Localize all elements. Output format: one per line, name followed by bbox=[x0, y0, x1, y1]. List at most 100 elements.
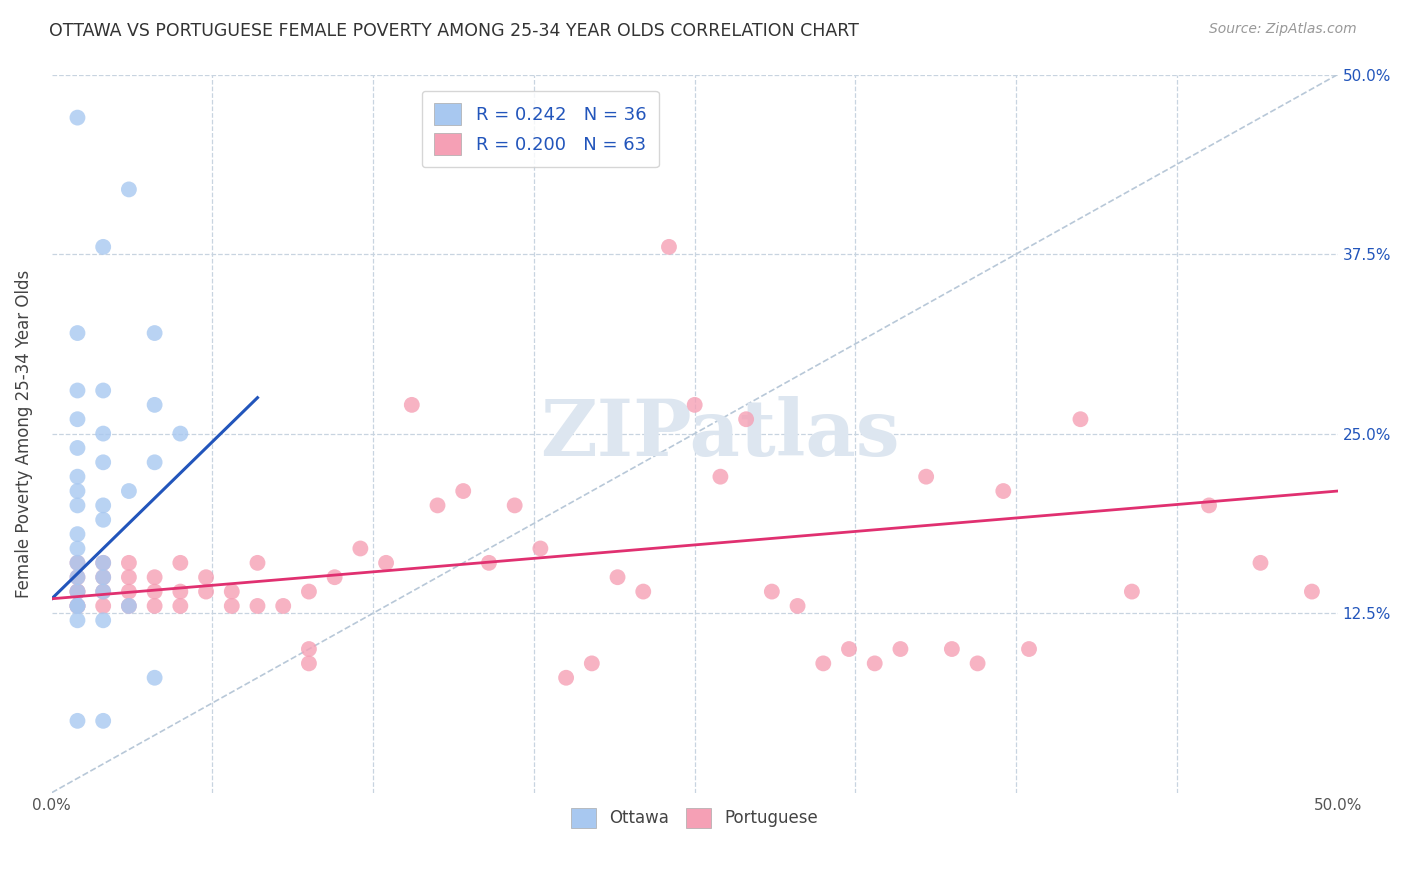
Point bbox=[91, 584, 114, 599]
Point bbox=[91, 455, 114, 469]
Point bbox=[606, 570, 628, 584]
Point bbox=[735, 412, 758, 426]
Point bbox=[91, 240, 114, 254]
Point bbox=[993, 483, 1015, 498]
Point bbox=[66, 111, 89, 125]
Point bbox=[375, 556, 398, 570]
Point bbox=[709, 469, 731, 483]
Point bbox=[66, 613, 89, 627]
Point bbox=[863, 657, 886, 671]
Point bbox=[91, 570, 114, 584]
Point bbox=[143, 584, 166, 599]
Point bbox=[683, 398, 706, 412]
Point bbox=[143, 671, 166, 685]
Point bbox=[118, 584, 141, 599]
Point bbox=[323, 570, 346, 584]
Point bbox=[169, 599, 191, 613]
Point bbox=[91, 384, 114, 398]
Point bbox=[1301, 584, 1323, 599]
Point bbox=[1198, 499, 1220, 513]
Point bbox=[118, 182, 141, 196]
Point bbox=[246, 556, 269, 570]
Point bbox=[118, 599, 141, 613]
Point bbox=[349, 541, 371, 556]
Point bbox=[529, 541, 551, 556]
Point bbox=[889, 642, 911, 657]
Point bbox=[91, 613, 114, 627]
Point bbox=[581, 657, 603, 671]
Point bbox=[91, 714, 114, 728]
Point bbox=[555, 671, 578, 685]
Point bbox=[838, 642, 860, 657]
Point bbox=[66, 556, 89, 570]
Point bbox=[118, 556, 141, 570]
Point bbox=[118, 570, 141, 584]
Text: OTTAWA VS PORTUGUESE FEMALE POVERTY AMONG 25-34 YEAR OLDS CORRELATION CHART: OTTAWA VS PORTUGUESE FEMALE POVERTY AMON… bbox=[49, 22, 859, 40]
Point bbox=[66, 384, 89, 398]
Point bbox=[66, 469, 89, 483]
Point bbox=[91, 556, 114, 570]
Point bbox=[1121, 584, 1143, 599]
Point bbox=[169, 584, 191, 599]
Point bbox=[66, 599, 89, 613]
Point bbox=[91, 599, 114, 613]
Point bbox=[66, 570, 89, 584]
Point bbox=[66, 527, 89, 541]
Legend: Ottawa, Portuguese: Ottawa, Portuguese bbox=[565, 801, 825, 835]
Point bbox=[66, 556, 89, 570]
Point bbox=[941, 642, 963, 657]
Point bbox=[298, 657, 321, 671]
Point bbox=[118, 483, 141, 498]
Point bbox=[66, 599, 89, 613]
Point bbox=[478, 556, 501, 570]
Point bbox=[66, 599, 89, 613]
Point bbox=[1018, 642, 1040, 657]
Point bbox=[91, 570, 114, 584]
Point bbox=[66, 714, 89, 728]
Text: ZIPatlas: ZIPatlas bbox=[540, 395, 900, 472]
Point bbox=[915, 469, 938, 483]
Point bbox=[658, 240, 681, 254]
Point bbox=[66, 499, 89, 513]
Point bbox=[633, 584, 655, 599]
Point bbox=[143, 599, 166, 613]
Point bbox=[221, 584, 243, 599]
Point bbox=[91, 584, 114, 599]
Point bbox=[66, 441, 89, 455]
Point bbox=[66, 541, 89, 556]
Point bbox=[66, 483, 89, 498]
Point bbox=[66, 570, 89, 584]
Point bbox=[221, 599, 243, 613]
Point bbox=[143, 398, 166, 412]
Point bbox=[761, 584, 783, 599]
Point bbox=[143, 570, 166, 584]
Y-axis label: Female Poverty Among 25-34 Year Olds: Female Poverty Among 25-34 Year Olds bbox=[15, 269, 32, 598]
Point bbox=[66, 599, 89, 613]
Point bbox=[91, 556, 114, 570]
Point bbox=[143, 326, 166, 340]
Point bbox=[66, 584, 89, 599]
Point bbox=[66, 584, 89, 599]
Point bbox=[91, 426, 114, 441]
Point bbox=[1250, 556, 1272, 570]
Point bbox=[169, 556, 191, 570]
Point bbox=[966, 657, 988, 671]
Point bbox=[451, 483, 474, 498]
Text: Source: ZipAtlas.com: Source: ZipAtlas.com bbox=[1209, 22, 1357, 37]
Point bbox=[813, 657, 835, 671]
Point bbox=[118, 599, 141, 613]
Point bbox=[169, 426, 191, 441]
Point bbox=[503, 499, 526, 513]
Point bbox=[91, 513, 114, 527]
Point bbox=[91, 499, 114, 513]
Point bbox=[246, 599, 269, 613]
Point bbox=[195, 570, 218, 584]
Point bbox=[298, 584, 321, 599]
Point bbox=[66, 326, 89, 340]
Point bbox=[786, 599, 808, 613]
Point bbox=[66, 584, 89, 599]
Point bbox=[401, 398, 423, 412]
Point bbox=[271, 599, 294, 613]
Point bbox=[426, 499, 449, 513]
Point bbox=[66, 412, 89, 426]
